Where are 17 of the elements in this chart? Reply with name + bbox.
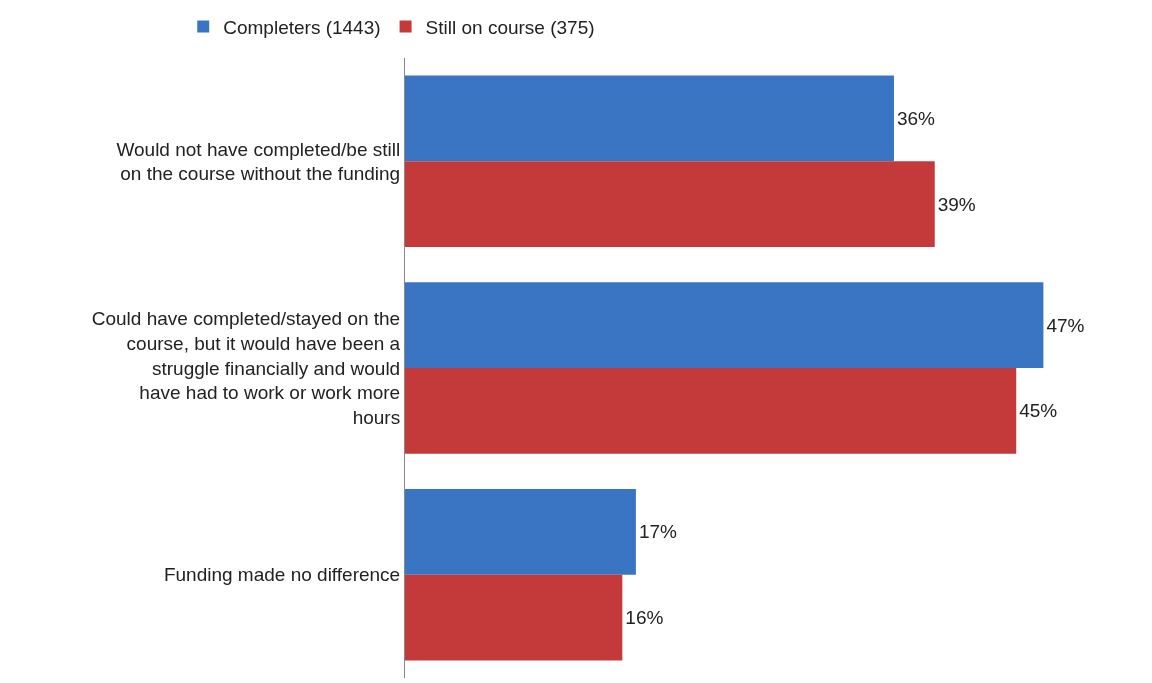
y-tick-label: Would not have completed/be still on the course without the funding (116, 138, 401, 185)
bar (405, 488, 636, 575)
data-label: 45% (1019, 400, 1058, 422)
bar (405, 161, 935, 248)
data-label: 36% (896, 107, 936, 129)
legend-label: Completers (1443) (223, 16, 381, 38)
bar (405, 282, 1044, 368)
y-tick-label: Could have completed/stayed on the course, but it would have been a struggle financially and would have had to work or work more hours (91, 308, 401, 429)
bar (405, 368, 1017, 454)
data-label: 47% (1046, 314, 1085, 336)
bar (405, 574, 623, 661)
data-label: 16% (625, 607, 664, 629)
data-label: 17% (638, 521, 678, 543)
data-label: 39% (937, 193, 976, 215)
y-tick-label: Funding made no difference (163, 564, 401, 586)
legend-label: Still on course (375) (425, 16, 595, 38)
bar (405, 75, 894, 162)
